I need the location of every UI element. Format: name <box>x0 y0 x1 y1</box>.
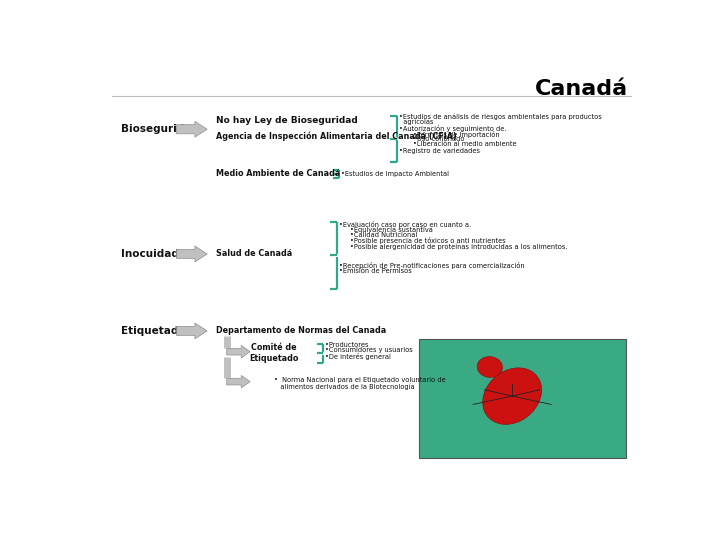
Text: •Permisos de Importación: •Permisos de Importación <box>413 131 499 138</box>
Text: Canadá: Canadá <box>536 79 629 99</box>
Text: No hay Ley de Bioseguridad: No hay Ley de Bioseguridad <box>215 116 357 125</box>
FancyArrow shape <box>176 246 207 262</box>
Text: •Equivalencia sustantiva: •Equivalencia sustantiva <box>350 227 433 233</box>
Bar <box>419 339 626 458</box>
Text: Medio Ambiente de Canadá: Medio Ambiente de Canadá <box>215 169 340 178</box>
Text: Salud de Canadá: Salud de Canadá <box>215 249 292 259</box>
Text: •Uso confinado: •Uso confinado <box>413 136 464 142</box>
Text: •Emisión de Permisos: •Emisión de Permisos <box>339 268 412 274</box>
Text: Inocuidad: Inocuidad <box>121 249 179 259</box>
Text: Departamento de Normas del Canada: Departamento de Normas del Canada <box>215 326 386 335</box>
Text: Bioseguridad: Bioseguridad <box>121 124 199 134</box>
Text: •  Norma Nacional para el Etiquetado voluntario de
   alimentos derivados de la : • Norma Nacional para el Etiquetado volu… <box>274 376 446 390</box>
Text: agrícolas: agrícolas <box>399 119 433 125</box>
FancyArrow shape <box>227 346 250 358</box>
Text: •Evaluación caso por caso en cuanto a.: •Evaluación caso por caso en cuanto a. <box>339 220 471 227</box>
Text: •Calidad Nutricional: •Calidad Nutricional <box>350 232 418 238</box>
Text: •Consumidores y usuarios: •Consumidores y usuarios <box>325 347 413 354</box>
Text: •De interés general: •De interés general <box>325 353 392 360</box>
Text: •Productores: •Productores <box>325 342 369 348</box>
Text: •Autorización y seguimiento de.: •Autorización y seguimiento de. <box>399 125 506 132</box>
Ellipse shape <box>482 368 541 424</box>
Text: Etiquetado: Etiquetado <box>121 326 185 336</box>
Ellipse shape <box>477 356 503 377</box>
Text: •Estudios de análisis de riesgos ambientales para productos: •Estudios de análisis de riesgos ambient… <box>399 114 601 120</box>
Text: •Recepción de Pre-notificaciones para comercialización: •Recepción de Pre-notificaciones para co… <box>339 262 524 269</box>
Text: Agencia de Inspección Alimentaria del Canadá (CFIA): Agencia de Inspección Alimentaria del Ca… <box>215 132 456 141</box>
Text: •Registro de variedades: •Registro de variedades <box>399 148 480 154</box>
FancyArrow shape <box>176 323 207 339</box>
Text: •Estudios de Impacto Ambiental: •Estudios de Impacto Ambiental <box>341 171 449 177</box>
Text: •Posible presencia de tóxicos o anti nutrientes: •Posible presencia de tóxicos o anti nut… <box>350 237 505 244</box>
Text: •Liberación al medio ambiente: •Liberación al medio ambiente <box>413 141 516 147</box>
FancyArrow shape <box>227 375 250 388</box>
FancyArrow shape <box>176 122 207 137</box>
Text: Comité de
Etiquetado: Comité de Etiquetado <box>249 343 299 363</box>
Text: •Posible alergenicidad de proteínas introducidas a los alimentos.: •Posible alergenicidad de proteínas intr… <box>350 243 567 250</box>
